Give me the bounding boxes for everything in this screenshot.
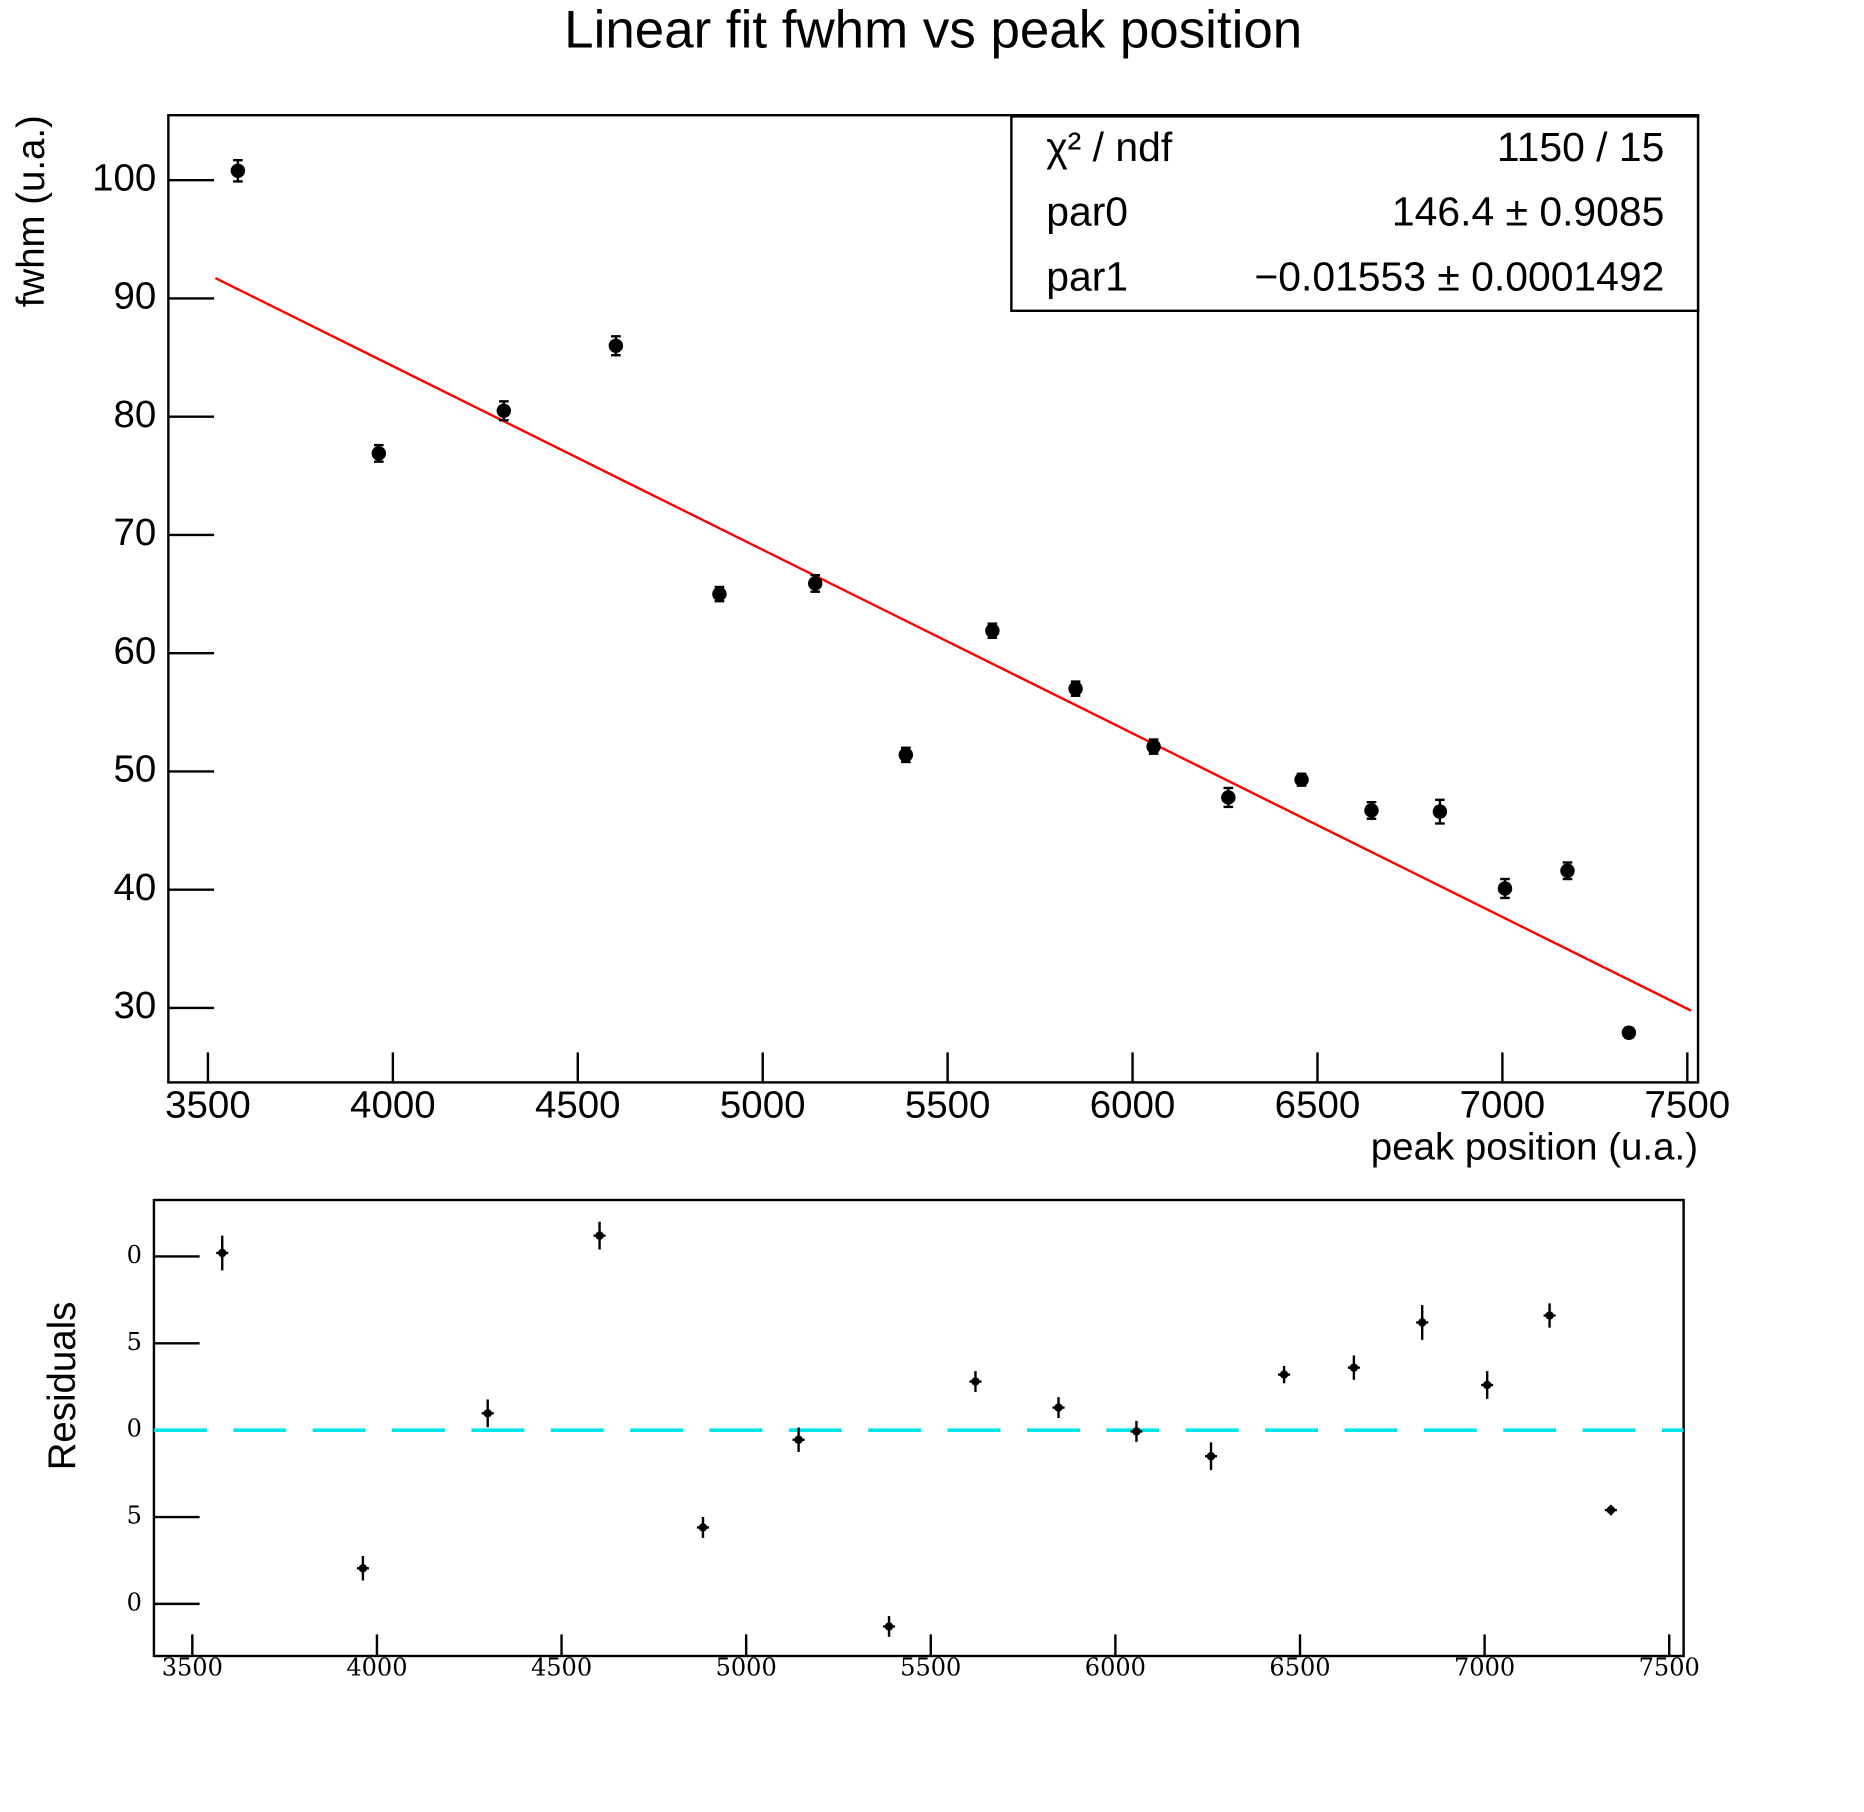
- x-tick-label: 5500: [900, 1654, 961, 1682]
- data-point: [218, 1248, 227, 1258]
- x-tick-label: 5500: [905, 1084, 991, 1127]
- y-tick-label: 0: [127, 1588, 142, 1616]
- y-tick-label: 0: [127, 1415, 142, 1443]
- data-point: [1068, 681, 1083, 696]
- y-tick-label: 5: [127, 1328, 142, 1356]
- y-tick-label: 100: [92, 156, 156, 199]
- x-tick-label: 5000: [716, 1654, 777, 1682]
- data-point: [1621, 1025, 1637, 1040]
- y-tick-label: 5: [127, 1502, 142, 1530]
- data-point: [1417, 1318, 1427, 1327]
- data-point: [371, 446, 387, 461]
- stats-value: 1150 / 15: [1497, 124, 1664, 170]
- x-tick-label: 5000: [720, 1084, 806, 1127]
- data-point: [1482, 1380, 1492, 1390]
- data-point: [971, 1377, 980, 1386]
- y-tick-label: 50: [114, 748, 157, 791]
- data-point: [808, 576, 823, 591]
- y-tick-label: 0: [127, 1241, 142, 1269]
- data-point: [1497, 881, 1513, 896]
- data-point: [1221, 790, 1236, 805]
- x-tick-label: 6500: [1269, 1654, 1330, 1682]
- data-point: [1606, 1505, 1616, 1515]
- y-axis-label: fwhm (u.a.): [10, 115, 53, 307]
- stats-box: [1010, 115, 1700, 312]
- x-axis-label: peak position (u.a.): [1371, 1126, 1698, 1169]
- data-point: [230, 163, 246, 178]
- x-tick-label: 7500: [1639, 1654, 1700, 1682]
- x-tick-label: 4500: [535, 1084, 621, 1127]
- data-point: [496, 403, 512, 418]
- data-point: [712, 586, 727, 602]
- y-tick-label: 60: [114, 629, 157, 672]
- plot-frame: [167, 114, 1700, 1084]
- y-tick-label: 80: [114, 393, 157, 436]
- y-tick-label: 40: [114, 866, 157, 909]
- stats-name: χ² / ndf: [1046, 124, 1173, 170]
- data-point: [698, 1523, 708, 1532]
- data-point: [1132, 1427, 1141, 1436]
- data-point: [1545, 1311, 1554, 1320]
- data-point: [1364, 803, 1379, 818]
- data-point: [595, 1231, 604, 1240]
- data-point: [898, 747, 914, 763]
- y-tick-label: 30: [114, 984, 157, 1027]
- x-tick-label: 6000: [1090, 1084, 1176, 1127]
- x-tick-label: 6000: [1085, 1654, 1146, 1682]
- chart-title: Linear fit fwhm vs peak position: [564, 1, 1302, 60]
- y-tick-label: 70: [114, 511, 157, 554]
- x-tick-label: 4500: [531, 1654, 592, 1682]
- stats-name: par1: [1046, 253, 1128, 299]
- data-point: [1432, 804, 1448, 819]
- x-tick-label: 3500: [165, 1084, 251, 1127]
- x-tick-label: 7500: [1645, 1084, 1731, 1127]
- data-point: [608, 338, 624, 353]
- data-point: [1560, 863, 1575, 878]
- data-point: [1146, 739, 1161, 754]
- y-axis-label: Residuals: [41, 1302, 84, 1471]
- data-point: [358, 1564, 368, 1573]
- data-point: [1206, 1452, 1216, 1461]
- y-tick-label: 90: [114, 275, 157, 318]
- x-tick-label: 6500: [1275, 1084, 1361, 1127]
- stats-value: 146.4 ± 0.9085: [1392, 189, 1664, 235]
- data-point: [794, 1435, 803, 1444]
- data-point: [1349, 1363, 1359, 1372]
- data-point: [1294, 772, 1309, 787]
- x-tick-label: 7000: [1454, 1654, 1515, 1682]
- data-point: [1054, 1403, 1063, 1412]
- x-tick-label: 3500: [162, 1654, 223, 1682]
- x-tick-label: 4000: [350, 1084, 436, 1127]
- data-point: [483, 1409, 492, 1418]
- plot-frame: [152, 1198, 1685, 1658]
- stats-value: −0.01553 ± 0.0001492: [1254, 253, 1664, 299]
- stats-name: par0: [1046, 189, 1128, 235]
- x-tick-label: 4000: [346, 1654, 407, 1682]
- x-tick-label: 7000: [1460, 1084, 1546, 1127]
- data-point: [884, 1622, 894, 1631]
- fit-line: [214, 276, 1692, 1012]
- data-point: [1279, 1370, 1289, 1379]
- data-point: [985, 623, 1000, 638]
